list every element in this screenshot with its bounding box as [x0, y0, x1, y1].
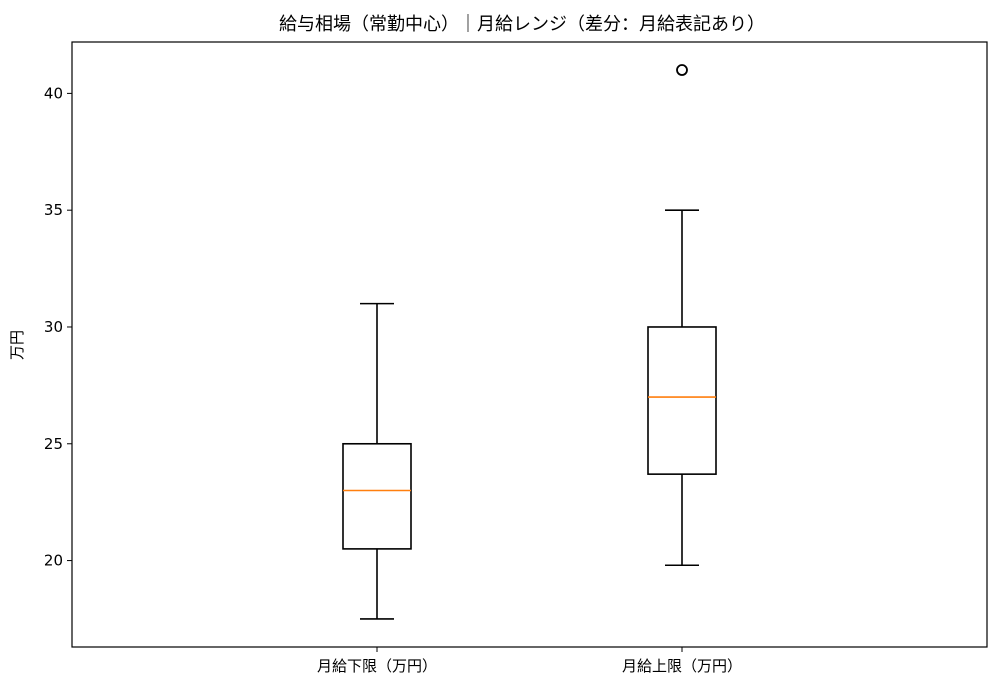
x-axis: 月給下限（万円） 月給上限（万円）	[317, 647, 742, 675]
outlier-point	[676, 64, 688, 76]
iqr-box	[342, 442, 412, 550]
box-series	[342, 64, 717, 620]
box-plot-group	[647, 64, 717, 567]
x-tick-label: 月給下限（万円）	[317, 657, 437, 675]
x-tick-label: 月給上限（万円）	[622, 657, 742, 675]
iqr-box	[647, 326, 717, 475]
y-tick-label: 35	[44, 201, 63, 219]
y-tick-label: 30	[44, 318, 63, 336]
box-plot-group	[342, 302, 412, 620]
y-tick-label: 40	[44, 84, 63, 102]
y-axis: 20 25 30 35 40	[44, 84, 72, 570]
y-tick-label: 20	[44, 552, 63, 570]
y-tick-label: 25	[44, 435, 63, 453]
y-axis-label: 万円	[8, 330, 26, 360]
plot-frame	[71, 41, 988, 648]
chart-title: 給与相場（常勤中心）｜月給レンジ（差分：月給表記あり）	[279, 14, 765, 35]
